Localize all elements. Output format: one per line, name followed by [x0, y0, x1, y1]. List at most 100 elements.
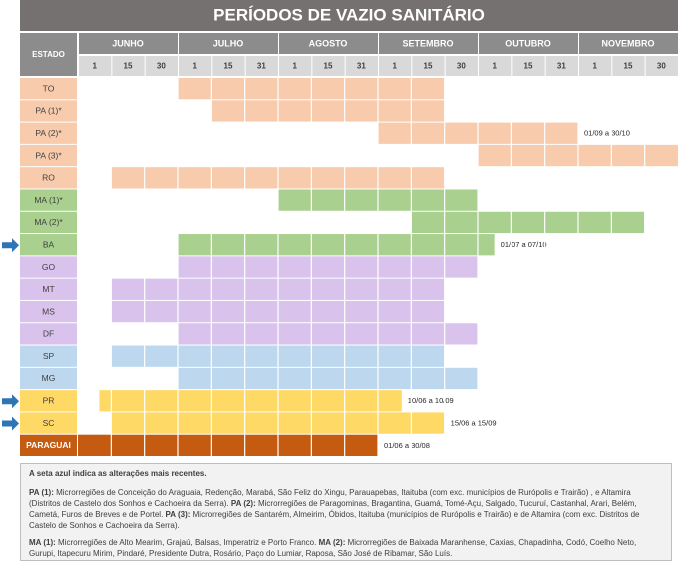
- note-text: MA (1):: [29, 538, 56, 547]
- estado-cell: [20, 144, 77, 167]
- estado-label: DF: [43, 329, 54, 339]
- estado-cell: [20, 234, 77, 256]
- period-bar: [178, 234, 495, 256]
- arrow: [2, 394, 19, 409]
- month-header: [379, 33, 478, 54]
- estado-label: PARAGUAI: [26, 440, 71, 450]
- period-note: 10/06 a 10/09: [408, 396, 454, 405]
- day-header: [345, 56, 378, 76]
- estado-cell: [20, 100, 77, 122]
- estado-label: MT: [42, 284, 54, 294]
- note-text: Microrregiões de Conceição do Araguaia, …: [29, 488, 631, 508]
- day-header: [212, 56, 245, 76]
- estado-cell: [20, 278, 77, 300]
- day-header: [79, 56, 112, 76]
- period-bar: [178, 256, 478, 278]
- month-header: [79, 33, 178, 54]
- day-label: 15: [224, 62, 233, 71]
- day-header: [645, 56, 678, 76]
- day-label: 1: [592, 62, 597, 71]
- note-text: PA (1):: [29, 488, 54, 497]
- day-label: 30: [457, 62, 466, 71]
- notes-highlight: A seta azul indica as alterações mais re…: [29, 469, 207, 478]
- period-note: 15/06 a 15/09: [451, 419, 497, 428]
- estado-cell: [20, 78, 77, 100]
- estado-cell: [20, 256, 77, 278]
- day-header: [579, 56, 612, 76]
- estado-cell: [20, 122, 77, 144]
- note-text: Microrregiões de Paragominas, Bragantina…: [29, 499, 637, 519]
- day-label: 15: [324, 62, 333, 71]
- day-header: [412, 56, 445, 76]
- day-label: 1: [92, 62, 97, 71]
- day-label: 15: [124, 62, 133, 71]
- estado-cell: [20, 323, 77, 345]
- month-label: JULHO: [213, 38, 244, 48]
- schedule: PERÍODOS DE VAZIO SANITÁRIO ESTADO JUNHO…: [2, 0, 678, 457]
- day-label: 30: [657, 62, 666, 71]
- day-label: 15: [524, 62, 533, 71]
- title-bar: [20, 0, 678, 31]
- month-label: AGOSTO: [309, 38, 348, 48]
- period-bar: [78, 434, 378, 456]
- estado-cell: [20, 167, 77, 189]
- day-label: 31: [557, 62, 566, 71]
- day-header: [245, 56, 278, 76]
- month-label: NOVEMBRO: [601, 38, 654, 48]
- day-header: [312, 56, 345, 76]
- estado-label: SC: [43, 418, 55, 428]
- estado-label: SP: [43, 351, 55, 361]
- day-label: 1: [292, 62, 297, 71]
- estado-cell: [20, 345, 77, 367]
- period-note: 01/07 a 07/10: [501, 240, 547, 249]
- estado-label: MG: [42, 373, 56, 383]
- note-text: Microrregiões de Alto Mearim, Grajaú, Ba…: [55, 538, 319, 547]
- estado-label: PA (2)*: [35, 128, 62, 138]
- day-label: 1: [392, 62, 397, 71]
- month-header: [179, 33, 278, 54]
- estado-label: MA (2)*: [34, 217, 63, 227]
- month-label: SETEMBRO: [402, 38, 453, 48]
- day-header: [612, 56, 645, 76]
- note-text: PA (3):: [165, 510, 191, 519]
- day-label: 30: [157, 62, 166, 71]
- estado-cell: [20, 211, 77, 234]
- estado-cell: [20, 367, 77, 390]
- day-label: 15: [624, 62, 633, 71]
- estado-header: [20, 33, 77, 76]
- note-text: MA (2):: [318, 538, 346, 547]
- day-header: [445, 56, 478, 76]
- estado-label: PR: [43, 396, 55, 406]
- day-label: 31: [257, 62, 266, 71]
- period-note: 01/06 a 30/08: [384, 441, 430, 450]
- note-paragraph: PA (1): Microrregiões de Conceição do Ar…: [29, 487, 663, 531]
- month-header: [479, 33, 578, 54]
- period-bar: [178, 367, 478, 390]
- arrow: [2, 238, 19, 253]
- day-header: [145, 56, 178, 76]
- estado-label: MA (1)*: [34, 195, 63, 205]
- estado-label: PA (1)*: [35, 106, 62, 116]
- day-label: 1: [492, 62, 497, 71]
- estado-label: TO: [43, 83, 55, 93]
- estado-label: ESTADO: [32, 50, 65, 59]
- day-header: [512, 56, 545, 76]
- estado-cell: [20, 390, 77, 412]
- month-label: OUTUBRO: [505, 38, 551, 48]
- arrow: [2, 416, 19, 431]
- period-bar: [178, 323, 478, 345]
- period-bar: [99, 390, 402, 412]
- day-label: 1: [192, 62, 197, 71]
- estado-cell: [20, 412, 77, 434]
- day-header: [545, 56, 578, 76]
- note-text: PA (2):: [230, 499, 256, 508]
- day-header: [112, 56, 145, 76]
- note-text: Microrregiões de Baixada Maranhense, Cax…: [29, 538, 637, 558]
- day-label: 31: [357, 62, 366, 71]
- estado-cell: [20, 300, 77, 323]
- month-label: JUNHO: [112, 38, 144, 48]
- note-paragraph: MA (1): Microrregiões de Alto Mearim, Gr…: [29, 537, 663, 559]
- estado-cell: [20, 189, 77, 211]
- estado-label: PA (3)*: [35, 150, 62, 160]
